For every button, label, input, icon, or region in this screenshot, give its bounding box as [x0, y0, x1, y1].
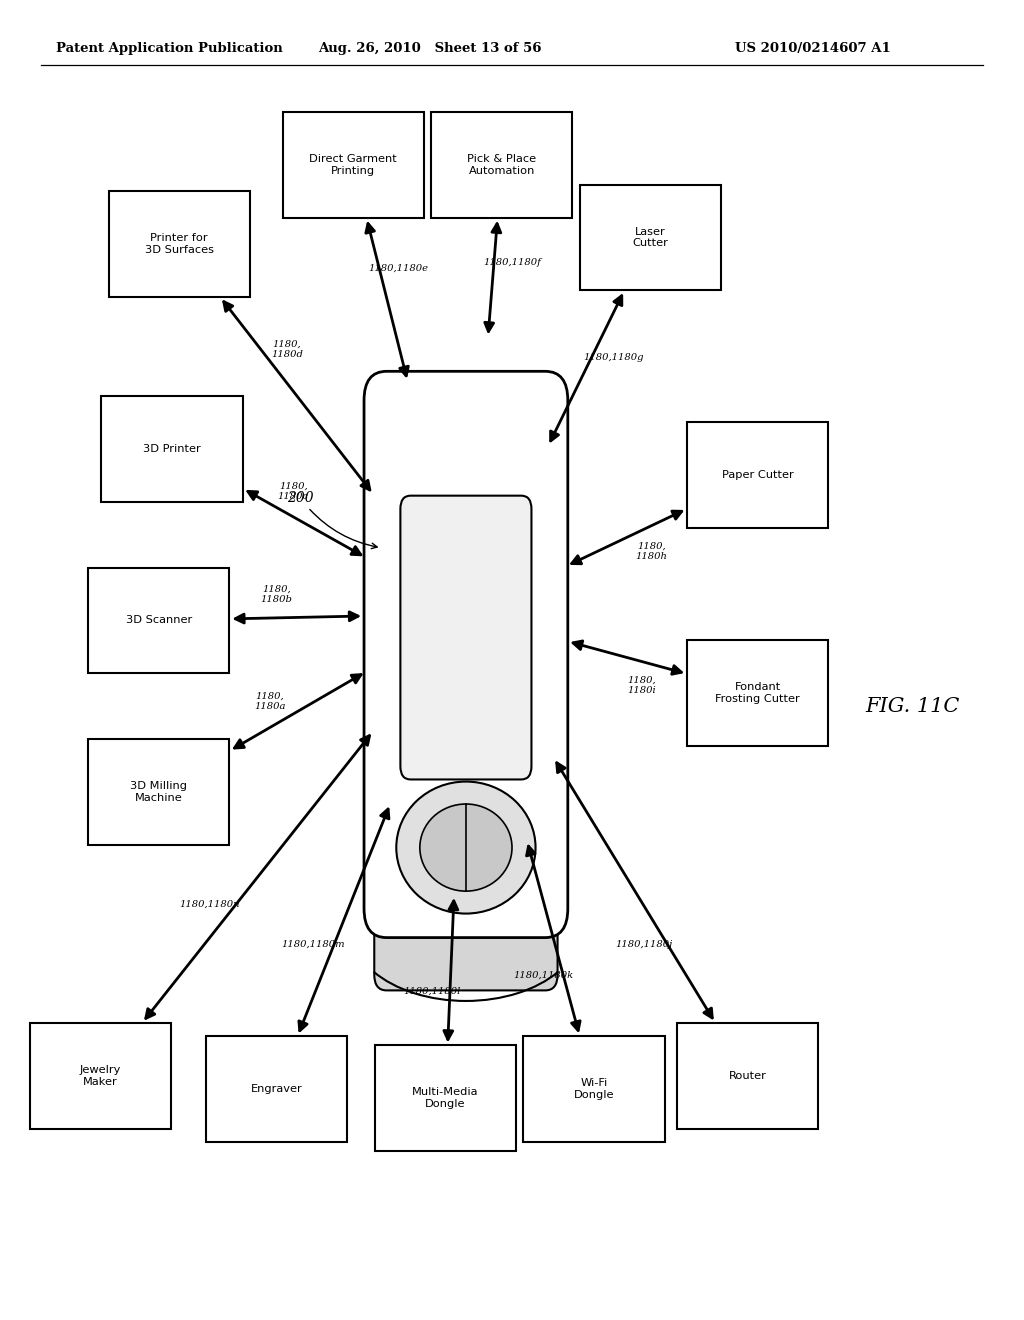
Text: Pick & Place
Automation: Pick & Place Automation	[467, 154, 537, 176]
Ellipse shape	[396, 781, 536, 913]
Text: 3D Printer: 3D Printer	[143, 444, 201, 454]
Text: Jewelry
Maker: Jewelry Maker	[80, 1065, 121, 1086]
FancyBboxPatch shape	[30, 1023, 171, 1129]
Text: Direct Garment
Printing: Direct Garment Printing	[309, 154, 397, 176]
FancyBboxPatch shape	[109, 191, 250, 297]
FancyBboxPatch shape	[431, 112, 572, 218]
Text: 1180,1180j: 1180,1180j	[615, 940, 673, 949]
Text: 1180,
1180a: 1180, 1180a	[254, 692, 286, 711]
FancyBboxPatch shape	[101, 396, 243, 502]
Text: 1180,1180n: 1180,1180n	[180, 899, 241, 908]
Text: 1180,1180f: 1180,1180f	[483, 257, 542, 267]
FancyBboxPatch shape	[375, 886, 557, 990]
Text: Fondant
Frosting Cutter: Fondant Frosting Cutter	[716, 682, 800, 704]
Text: 1180,1180g: 1180,1180g	[583, 354, 643, 362]
FancyBboxPatch shape	[365, 371, 567, 937]
FancyBboxPatch shape	[400, 495, 531, 779]
FancyBboxPatch shape	[687, 422, 828, 528]
Text: 200: 200	[287, 491, 377, 549]
FancyBboxPatch shape	[677, 1023, 818, 1129]
Text: 1180,
1180i: 1180, 1180i	[627, 676, 655, 696]
Text: Paper Cutter: Paper Cutter	[722, 470, 794, 480]
Ellipse shape	[420, 804, 512, 891]
Text: US 2010/0214607 A1: US 2010/0214607 A1	[735, 42, 891, 55]
FancyBboxPatch shape	[687, 640, 828, 746]
Text: 3D Scanner: 3D Scanner	[126, 615, 191, 626]
FancyBboxPatch shape	[523, 1036, 665, 1142]
Text: 1180,1180e: 1180,1180e	[369, 263, 428, 272]
Text: Patent Application Publication: Patent Application Publication	[56, 42, 283, 55]
FancyBboxPatch shape	[283, 112, 424, 218]
FancyBboxPatch shape	[375, 1045, 516, 1151]
Text: 3D Milling
Machine: 3D Milling Machine	[130, 781, 187, 803]
Text: Laser
Cutter: Laser Cutter	[632, 227, 669, 248]
Text: Printer for
3D Surfaces: Printer for 3D Surfaces	[144, 234, 214, 255]
Text: 1180,
1180b: 1180, 1180b	[260, 585, 292, 603]
Text: Wi-Fi
Dongle: Wi-Fi Dongle	[573, 1078, 614, 1100]
Text: 1180,
1180h: 1180, 1180h	[635, 541, 668, 561]
Text: 1180,
1180c: 1180, 1180c	[278, 482, 309, 500]
FancyBboxPatch shape	[206, 1036, 347, 1142]
Text: Multi-Media
Dongle: Multi-Media Dongle	[413, 1088, 478, 1109]
FancyBboxPatch shape	[580, 185, 721, 290]
Text: FIG. 11C: FIG. 11C	[865, 697, 959, 715]
FancyBboxPatch shape	[88, 739, 229, 845]
Text: 1180,1180l: 1180,1180l	[402, 987, 460, 997]
Text: 1180,1180k: 1180,1180k	[514, 972, 573, 979]
Text: Engraver: Engraver	[251, 1084, 302, 1094]
Text: Aug. 26, 2010   Sheet 13 of 56: Aug. 26, 2010 Sheet 13 of 56	[318, 42, 542, 55]
Text: Router: Router	[729, 1071, 766, 1081]
Text: 1180,1180m: 1180,1180m	[282, 940, 345, 948]
Text: 1180,
1180d: 1180, 1180d	[271, 339, 303, 359]
FancyBboxPatch shape	[88, 568, 229, 673]
